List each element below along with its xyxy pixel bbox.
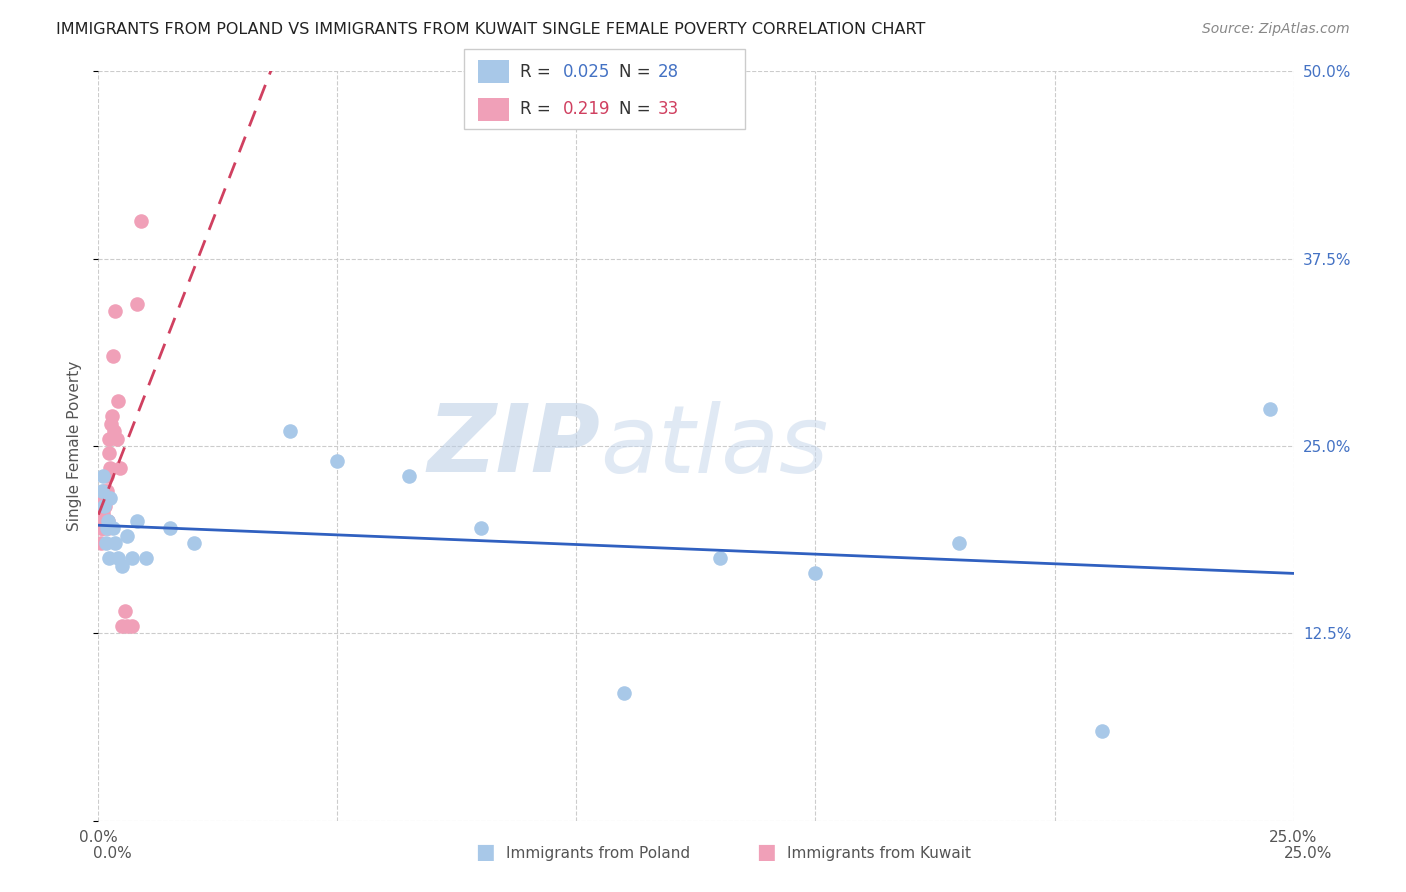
Point — [100, 417, 122, 431]
Text: Source: ZipAtlas.com: Source: ZipAtlas.com — [1202, 22, 1350, 37]
Point — [107, 394, 129, 409]
Point — [93, 483, 115, 498]
Point — [111, 558, 134, 573]
Point — [93, 499, 115, 513]
Text: 33: 33 — [658, 100, 679, 119]
Point — [709, 551, 731, 566]
Point — [94, 536, 117, 550]
Point — [131, 214, 153, 228]
Point — [91, 491, 114, 506]
Point — [108, 461, 131, 475]
Point — [1258, 401, 1281, 416]
Point — [103, 424, 125, 438]
Point — [159, 521, 181, 535]
Point — [97, 446, 120, 460]
Text: ■: ■ — [756, 842, 776, 862]
Text: R =: R = — [520, 62, 557, 80]
Point — [1091, 723, 1114, 738]
Point — [96, 483, 118, 498]
Point — [115, 619, 138, 633]
Point — [90, 536, 112, 550]
Text: atlas: atlas — [600, 401, 828, 491]
Point — [135, 551, 157, 566]
Point — [613, 686, 636, 700]
Point — [90, 521, 112, 535]
Point — [948, 536, 970, 550]
Point — [98, 491, 122, 506]
Point — [107, 551, 129, 566]
Point — [91, 483, 114, 498]
Point — [97, 521, 120, 535]
Point — [398, 469, 420, 483]
Point — [94, 491, 117, 506]
Point — [114, 604, 136, 618]
Point — [125, 296, 148, 310]
Point — [115, 529, 138, 543]
Point — [94, 514, 117, 528]
Point — [101, 349, 124, 363]
Point — [101, 521, 124, 535]
Point — [326, 454, 349, 468]
Point — [93, 499, 115, 513]
Point — [96, 521, 118, 535]
Y-axis label: Single Female Poverty: Single Female Poverty — [67, 361, 83, 531]
Text: 0.219: 0.219 — [562, 100, 610, 119]
Point — [121, 551, 143, 566]
Point — [111, 619, 134, 633]
Point — [97, 551, 120, 566]
Point — [93, 521, 115, 535]
Point — [97, 514, 120, 528]
Point — [470, 521, 492, 535]
Point — [804, 566, 827, 581]
Text: 25.0%: 25.0% — [1284, 847, 1331, 861]
Point — [91, 507, 114, 521]
Text: ■: ■ — [475, 842, 495, 862]
Point — [91, 514, 114, 528]
Text: N =: N = — [619, 100, 655, 119]
Point — [101, 409, 124, 423]
Point — [98, 432, 121, 446]
Text: ZIP: ZIP — [427, 400, 600, 492]
Point — [183, 536, 205, 550]
Point — [91, 469, 114, 483]
Text: R =: R = — [520, 100, 557, 119]
Point — [97, 514, 120, 528]
Text: 0.0%: 0.0% — [93, 847, 132, 861]
Point — [125, 514, 148, 528]
Point — [104, 536, 127, 550]
Point — [91, 499, 114, 513]
Text: Immigrants from Poland: Immigrants from Poland — [506, 847, 690, 861]
Point — [96, 469, 118, 483]
Text: N =: N = — [619, 62, 655, 80]
Text: 28: 28 — [658, 62, 679, 80]
Point — [105, 432, 128, 446]
Point — [278, 424, 301, 438]
Text: 0.025: 0.025 — [562, 62, 610, 80]
Point — [98, 461, 122, 475]
Text: Immigrants from Kuwait: Immigrants from Kuwait — [787, 847, 972, 861]
Point — [104, 304, 127, 318]
Point — [90, 521, 112, 535]
Point — [121, 619, 143, 633]
Text: IMMIGRANTS FROM POLAND VS IMMIGRANTS FROM KUWAIT SINGLE FEMALE POVERTY CORRELATI: IMMIGRANTS FROM POLAND VS IMMIGRANTS FRO… — [56, 22, 925, 37]
